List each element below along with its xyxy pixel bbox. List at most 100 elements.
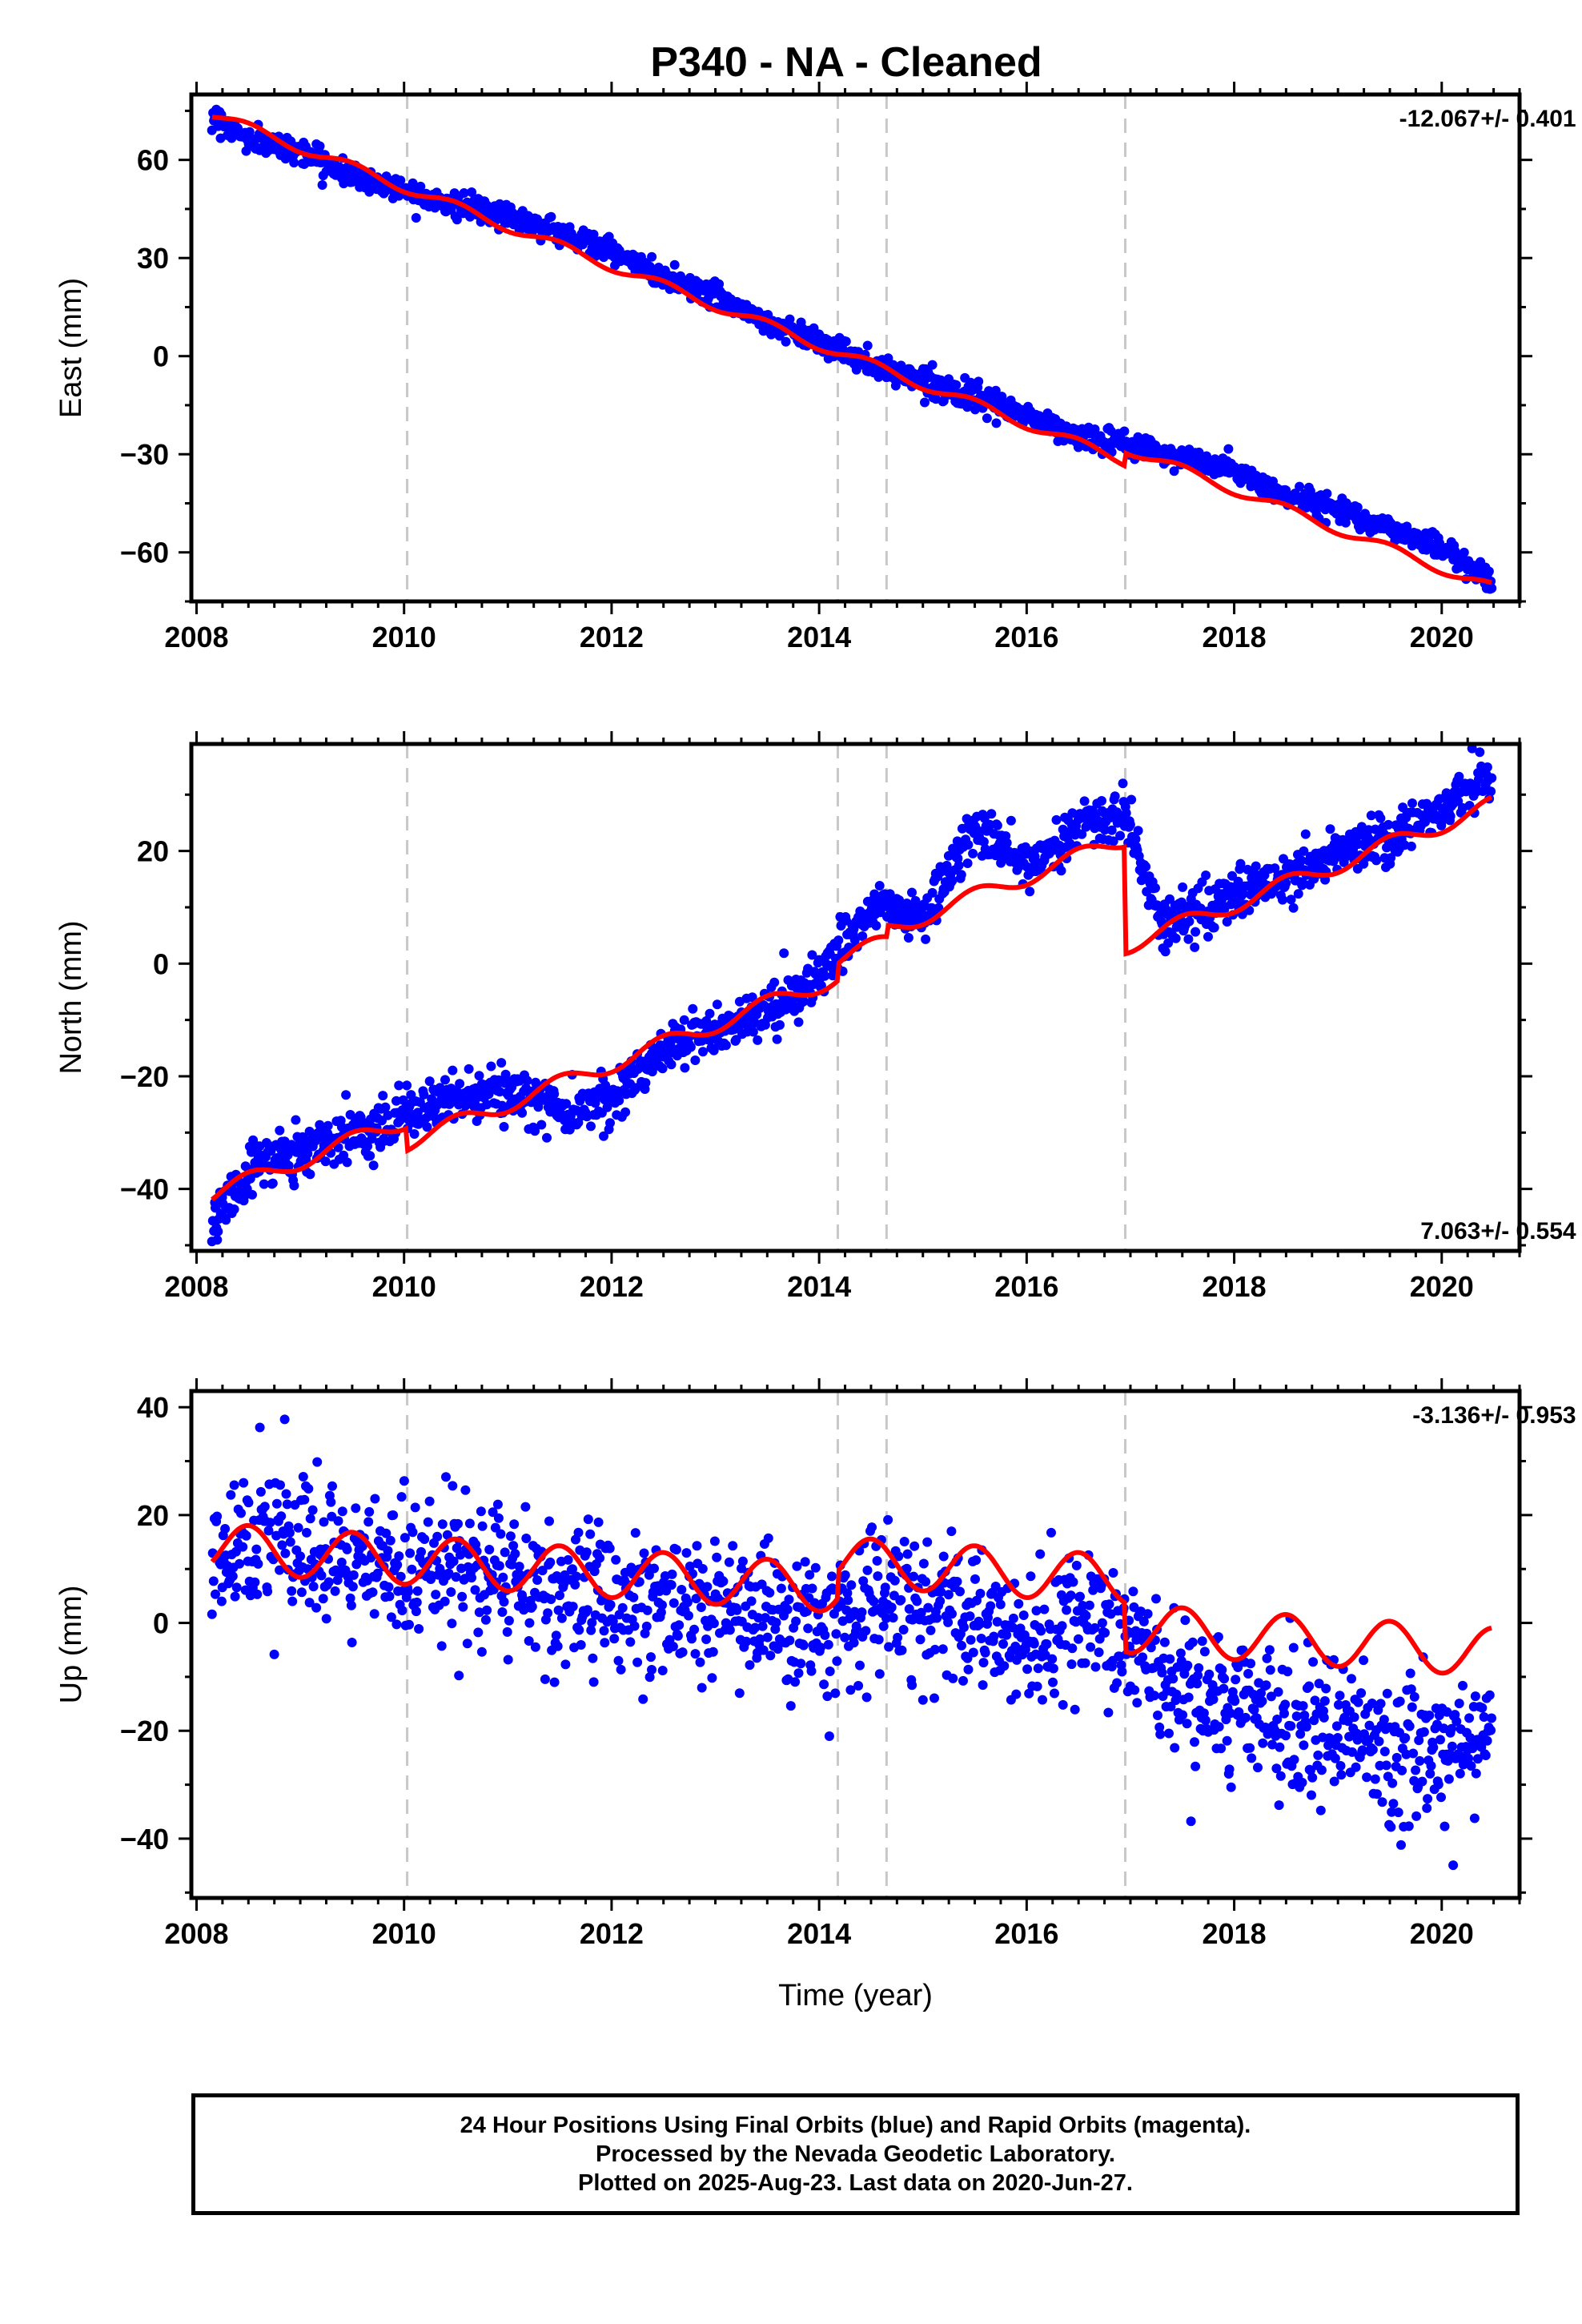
data-point: [644, 1570, 654, 1580]
data-point: [236, 1508, 246, 1518]
data-point: [1459, 547, 1469, 557]
data-point: [432, 1531, 443, 1542]
data-point: [1487, 773, 1497, 783]
data-point: [1445, 811, 1456, 822]
data-point: [1133, 826, 1143, 836]
data-point: [1035, 1549, 1046, 1559]
data-point: [1404, 1721, 1415, 1731]
data-point: [753, 1613, 764, 1623]
data-point: [241, 1530, 251, 1541]
data-point: [965, 1611, 975, 1622]
data-point: [946, 1526, 957, 1537]
data-point: [741, 1636, 752, 1647]
data-point: [347, 1582, 358, 1592]
data-point: [520, 1502, 531, 1512]
data-point: [1367, 1699, 1377, 1708]
data-point: [476, 1647, 487, 1657]
data-point: [1126, 794, 1137, 805]
data-point: [1018, 1610, 1029, 1620]
data-point: [1151, 1594, 1161, 1604]
x-axis-label: Time (year): [778, 1979, 933, 2012]
data-point: [426, 1570, 436, 1581]
data-point: [1216, 1743, 1227, 1754]
data-point: [1293, 889, 1303, 899]
data-point: [639, 1548, 649, 1558]
data-point: [244, 127, 255, 137]
data-point: [424, 1496, 435, 1506]
data-point: [907, 887, 917, 898]
data-point: [1033, 1663, 1043, 1674]
data-point: [411, 213, 421, 223]
data-point: [1477, 1703, 1488, 1713]
data-point: [287, 1586, 297, 1596]
data-point: [1081, 1610, 1091, 1621]
data-point: [849, 1638, 859, 1648]
data-point: [881, 1613, 891, 1623]
data-point: [1279, 1708, 1289, 1719]
data-point: [1036, 1626, 1046, 1636]
data-point: [253, 1558, 263, 1569]
data-point: [1165, 1654, 1175, 1664]
data-point: [992, 820, 1002, 830]
data-point: [1382, 1688, 1392, 1699]
data-point: [798, 1640, 809, 1651]
data-point: [707, 1673, 717, 1683]
data-point: [974, 376, 984, 387]
data-point: [874, 881, 885, 891]
data-point: [705, 1008, 715, 1019]
data-point: [1280, 1699, 1291, 1710]
data-point: [980, 1647, 990, 1658]
data-point: [1130, 834, 1141, 844]
data-point: [1314, 1679, 1324, 1689]
data-point: [1214, 1722, 1224, 1732]
data-point: [682, 1597, 693, 1607]
data-point: [746, 1596, 757, 1606]
data-point: [1469, 1813, 1480, 1823]
data-point: [546, 1594, 556, 1604]
data-point: [279, 1414, 290, 1425]
data-point: [1275, 1771, 1286, 1781]
data-point: [843, 1595, 853, 1606]
data-point: [1383, 819, 1394, 830]
data-point: [1415, 1755, 1425, 1766]
data-point: [721, 1040, 731, 1051]
panel-east: 2008 2010 2012 2014 2016 2018 2020−60−3003060E…: [54, 82, 1582, 653]
data-point: [1298, 1701, 1308, 1711]
data-point: [1386, 1822, 1396, 1832]
data-point: [1296, 855, 1307, 866]
data-point: [822, 1691, 833, 1702]
data-point: [1353, 1697, 1363, 1707]
data-point: [679, 1015, 689, 1025]
data-point: [404, 1619, 414, 1630]
data-point: [995, 1599, 1006, 1610]
data-point: [1169, 466, 1179, 476]
data-point: [956, 870, 966, 880]
data-point: [1108, 1568, 1118, 1578]
y-tick-label: −60: [120, 537, 169, 569]
data-point: [1411, 1811, 1422, 1821]
data-point: [394, 1080, 404, 1091]
data-point: [798, 996, 809, 1007]
data-point: [620, 1107, 631, 1117]
data-point: [807, 1583, 817, 1594]
data-point: [289, 158, 299, 168]
data-point: [250, 1577, 260, 1587]
data-point: [1395, 1696, 1405, 1707]
data-point: [1238, 889, 1248, 899]
data-point: [581, 1547, 592, 1558]
data-point: [737, 1556, 748, 1566]
data-point: [966, 1634, 976, 1645]
data-point: [1304, 1681, 1315, 1691]
data-point: [1407, 798, 1417, 808]
data-point: [556, 1613, 567, 1623]
data-point: [1396, 1839, 1406, 1850]
data-point: [784, 1594, 794, 1605]
data-point: [1329, 1776, 1339, 1787]
data-point: [609, 1634, 620, 1644]
data-point: [1357, 1745, 1367, 1755]
data-point: [1157, 1667, 1167, 1678]
data-point: [259, 1179, 269, 1189]
data-point: [229, 1204, 239, 1214]
data-points: [207, 104, 1497, 594]
data-point: [1042, 1639, 1052, 1649]
